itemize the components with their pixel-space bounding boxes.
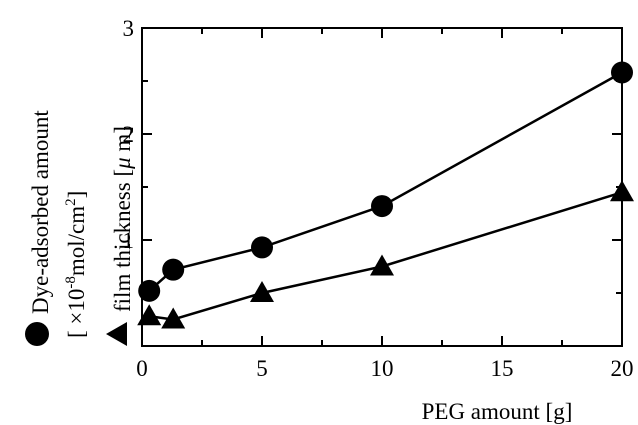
x-tick-label: 15	[491, 356, 514, 381]
y-tick-label: 3	[123, 16, 135, 41]
markers	[137, 61, 634, 329]
plot-frame	[141, 27, 623, 347]
y-label-line-1: Dye-adsorbed amount	[28, 110, 53, 314]
y-label-line-3: film thickness [μ m]	[110, 126, 135, 312]
triangle-point	[137, 304, 162, 326]
circle-point	[371, 195, 393, 218]
triangle-point	[161, 307, 186, 329]
triangle-point	[370, 254, 394, 276]
circle-point	[611, 61, 633, 84]
circle-point	[162, 258, 185, 281]
x-axis-label: PEG amount [g]	[422, 399, 573, 424]
x-tick-label: 0	[136, 356, 148, 381]
triangle-point	[610, 180, 634, 202]
triangle-legend-icon	[106, 322, 127, 346]
triangle-point	[250, 281, 274, 302]
circle-series-line	[148, 71, 623, 292]
y-tick-label: 1	[123, 228, 135, 253]
x-tick-label: 20	[611, 356, 634, 381]
circle-legend-icon	[25, 322, 49, 346]
ticks	[141, 27, 623, 347]
y-axis-label: Dye-adsorbed amount [ ×10-8mol/cm2] film…	[25, 110, 135, 346]
x-tick-label: 10	[371, 356, 394, 381]
y-tick-label: 2	[123, 122, 135, 147]
circle-point	[251, 236, 273, 259]
circle-point	[138, 279, 161, 302]
tick-labels: 0 5 10 15 20 1 2 3	[123, 16, 634, 381]
y-label-line-2: [ ×10-8mol/cm2]	[63, 191, 89, 338]
x-tick-label: 5	[256, 356, 268, 381]
